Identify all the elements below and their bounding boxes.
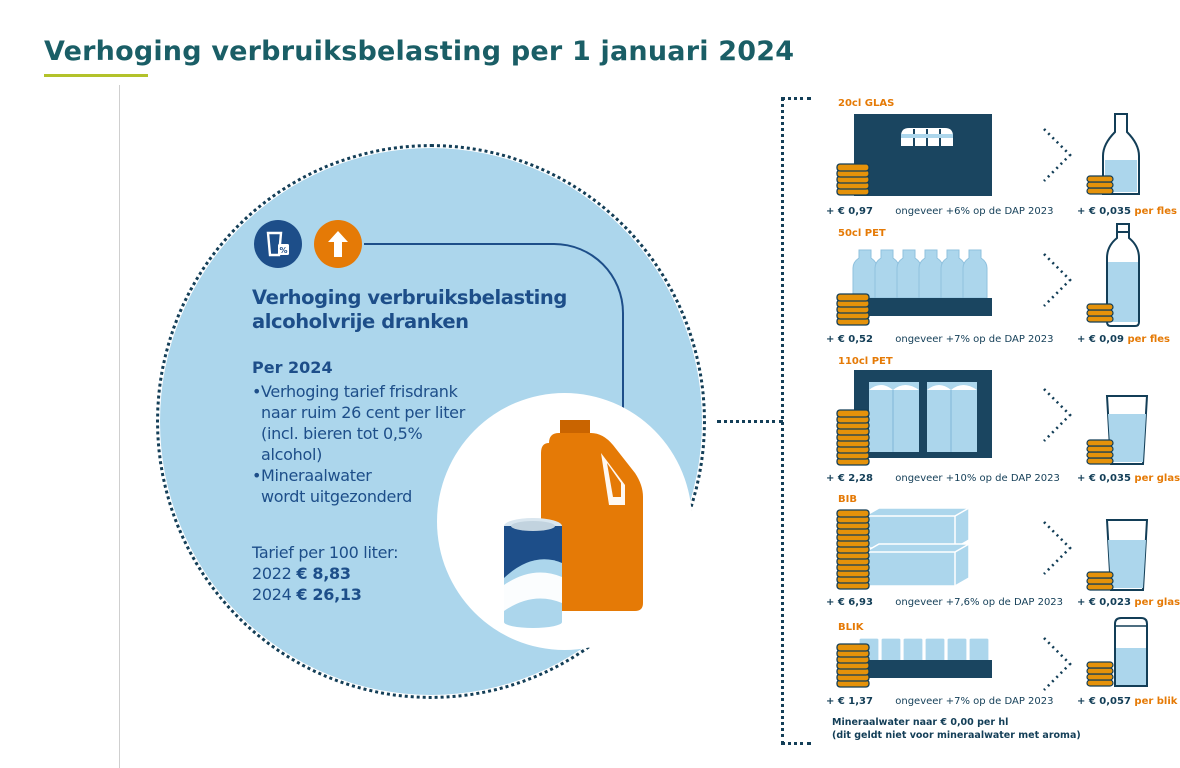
category-amount-line: + € 0,52 ongeveer +7% op de DAP 2023 — [826, 334, 1054, 345]
tarief-block: Tarief per 100 liter: 2022 € 8,83 2024 €… — [252, 542, 399, 605]
chevron-dotted-icon — [1043, 128, 1072, 182]
svg-text:%: % — [279, 246, 287, 255]
chevron-dotted-icon — [1043, 637, 1072, 691]
category-label: 20cl GLAS — [838, 98, 895, 109]
chevron-dotted-icon — [1043, 253, 1072, 307]
bullet-line: wordt uitgezonderd — [261, 487, 412, 506]
glass-percent-icon: % — [254, 220, 302, 268]
chevron-dotted-icon — [1043, 521, 1072, 575]
coins-icon — [836, 409, 870, 466]
coins-icon — [836, 643, 870, 688]
bullet-line: Verhoging tarief frisdrank — [261, 382, 458, 401]
coins-icon — [836, 293, 870, 326]
tarief-2024: 2024 € 26,13 — [252, 585, 362, 604]
crate-glas-icon — [854, 114, 992, 196]
bullet-list: Verhoging tarief frisdrank naar ruim 26 … — [252, 381, 482, 507]
pet-bottle-icon — [1086, 223, 1140, 327]
unit-amount-line: + € 0,057 per blik — [1077, 696, 1178, 707]
unit-amount-line: + € 0,09 per fles — [1077, 334, 1170, 345]
jug-icon — [541, 420, 643, 611]
chevron-dotted-icon — [1043, 388, 1072, 442]
tray-pet-icon — [852, 249, 992, 316]
bullet-item-tarief: Verhoging tarief frisdrank naar ruim 26 … — [252, 381, 482, 465]
category-amount-line: + € 1,37 ongeveer +7% op de DAP 2023 — [826, 696, 1054, 707]
tarief-label: Tarief per 100 liter: — [252, 543, 399, 562]
heading-line-2: alcoholvrije dranken — [252, 310, 469, 333]
divider-line — [119, 85, 120, 768]
title-underline — [44, 74, 148, 77]
category-label: BLIK — [838, 622, 864, 633]
category-label: 110cl PET — [838, 356, 893, 367]
dotted-bracket — [781, 97, 811, 745]
bullet-item-mineraalwater: Mineraalwater wordt uitgezonderd — [252, 465, 482, 507]
glass-bottle-icon — [1086, 113, 1140, 195]
dotted-connector — [717, 420, 783, 423]
page-title: Verhoging verbruiksbelasting per 1 janua… — [44, 36, 795, 67]
category-amount-line: + € 2,28 ongeveer +10% op de DAP 2023 — [826, 473, 1060, 484]
unit-amount-line: + € 0,035 per fles — [1077, 206, 1177, 217]
drinking-glass-icon — [1086, 395, 1149, 465]
arrow-up-icon — [314, 220, 362, 268]
category-amount-line: + € 0,97 ongeveer +6% op de DAP 2023 — [826, 206, 1054, 217]
category-amount-line: + € 6,93 ongeveer +7,6% op de DAP 2023 — [826, 597, 1064, 608]
bullet-line: naar ruim 26 cent per liter — [261, 403, 465, 422]
category-label: BIB — [838, 494, 857, 505]
coins-icon — [836, 163, 870, 196]
can-icon — [1086, 617, 1148, 687]
bullet-line: Mineraalwater — [261, 466, 372, 485]
heading-line-1: Verhoging verbruiksbelasting — [252, 286, 567, 309]
can-icon — [504, 518, 562, 628]
mineraalwater-note: Mineraalwater naar € 0,00 per hl (dit ge… — [832, 716, 1081, 742]
bullet-line: (incl. bieren tot 0,5% — [261, 424, 423, 443]
unit-amount-line: + € 0,035 per glas — [1077, 473, 1180, 484]
connector-line — [364, 243, 624, 425]
category-label: 50cl PET — [838, 228, 886, 239]
crate-pet-icon — [854, 370, 992, 458]
bullet-line: alcohol) — [261, 445, 323, 464]
tarief-2022: 2022 € 8,83 — [252, 564, 351, 583]
dotted-circle-border — [156, 144, 706, 699]
footnote-line-1: Mineraalwater naar € 0,00 per hl — [832, 717, 1009, 728]
unit-amount-line: + € 0,023 per glas — [1077, 597, 1180, 608]
coins-icon — [836, 509, 870, 590]
products-illustration — [504, 420, 643, 628]
per-label: Per 2024 — [252, 358, 333, 377]
drinking-glass-icon — [1086, 519, 1149, 591]
footnote-line-2: (dit geldt niet voor mineraalwater met a… — [832, 730, 1081, 741]
circle-heading: Verhoging verbruiksbelasting alcoholvrij… — [252, 286, 592, 334]
bag-in-box-icon — [864, 507, 970, 587]
